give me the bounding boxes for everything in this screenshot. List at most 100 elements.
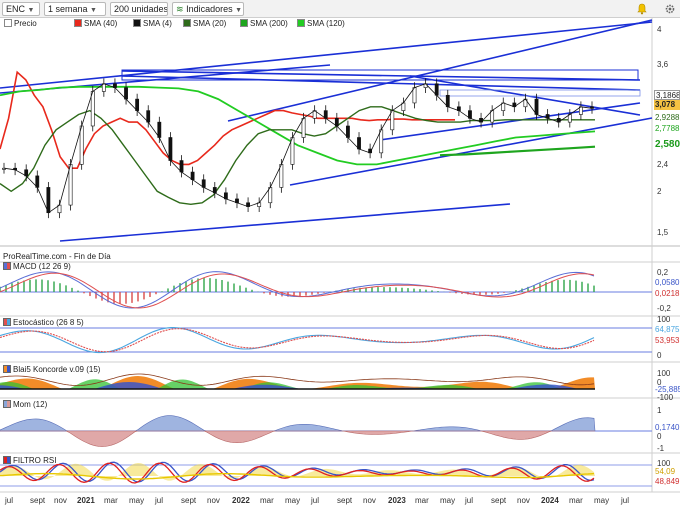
legend-swatch bbox=[74, 19, 82, 27]
koncorde-brown-line bbox=[0, 373, 595, 386]
x-tick-label: may bbox=[594, 496, 610, 505]
candle-body bbox=[168, 137, 173, 161]
legend-swatch bbox=[4, 19, 12, 27]
price-tag-high: 3,1868 bbox=[654, 90, 680, 100]
resistance-box-2 bbox=[439, 89, 641, 97]
x-tick-label: jul bbox=[5, 496, 14, 505]
koncorde-tag: -25,885 bbox=[655, 385, 680, 394]
legend-item[interactable]: SMA (20) bbox=[183, 19, 226, 29]
rsi-axis-top: 100 bbox=[657, 459, 671, 468]
candle-body bbox=[301, 118, 306, 138]
source-note: ProRealTime.com - Fin de Día bbox=[3, 252, 111, 261]
indicators-label: Indicadores bbox=[186, 4, 233, 14]
x-tick-label: mar bbox=[569, 496, 583, 505]
mom-axis-bottom: -1 bbox=[657, 444, 665, 453]
x-tick-label: sept bbox=[337, 496, 353, 505]
stoch-label: Estocástico (26 8 5) bbox=[3, 318, 84, 328]
macd-signal-line bbox=[0, 272, 595, 309]
macd-line bbox=[0, 271, 595, 309]
x-tick-label: mar bbox=[415, 496, 429, 505]
x-tick-label: nov bbox=[363, 496, 376, 505]
x-tick-label: nov bbox=[207, 496, 220, 505]
candle-body bbox=[379, 129, 384, 154]
candle-body bbox=[279, 164, 284, 188]
candle-body bbox=[290, 137, 295, 165]
price-tag-sma120: 2,7788 bbox=[655, 124, 680, 133]
legend-label: SMA (4) bbox=[143, 19, 172, 28]
trendline bbox=[379, 102, 641, 141]
trendline bbox=[121, 75, 641, 91]
y-tick: 4 bbox=[657, 25, 662, 34]
koncorde-blue-area bbox=[0, 382, 595, 389]
rsi-red-line bbox=[0, 462, 595, 484]
toolbar: ENC ▼ 1 semana ▼ 200 unidades ▼ ≋ Indica… bbox=[0, 0, 680, 18]
legend-swatch bbox=[133, 19, 141, 27]
candle-body bbox=[90, 91, 95, 127]
chevron-down-icon: ▼ bbox=[90, 7, 97, 14]
units-label: 200 unidades bbox=[114, 4, 168, 14]
period-selector[interactable]: 1 semana ▼ bbox=[44, 2, 106, 16]
rsi-fill-area bbox=[0, 463, 595, 481]
candle-body bbox=[157, 121, 162, 138]
rsi-tag-1: 54,09 bbox=[655, 467, 676, 476]
legend-item[interactable]: SMA (200) bbox=[240, 19, 288, 29]
symbol-label: ENC bbox=[6, 4, 26, 14]
indicators-button[interactable]: ≋ Indicadores ▼ bbox=[172, 2, 244, 16]
mom-axis-top: 1 bbox=[657, 406, 662, 415]
koncorde-swatch bbox=[3, 365, 11, 373]
rsi-label: FILTRO RSI bbox=[3, 456, 56, 466]
sma200-line bbox=[439, 145, 596, 157]
x-tick-label: mar bbox=[104, 496, 118, 505]
candle-body bbox=[434, 83, 439, 96]
x-tick-label: jul bbox=[621, 496, 630, 505]
price-tag-sma200: 2,580 bbox=[655, 140, 680, 150]
stoch-d-line bbox=[0, 328, 595, 353]
macd-label: MACD (12 26 9) bbox=[3, 262, 71, 272]
koncorde-label: Blai5 Koncorde v.09 (15) bbox=[3, 365, 100, 375]
indicators-icon: ≋ bbox=[176, 4, 184, 14]
trendline bbox=[59, 203, 511, 242]
macd-axis-bottom: -0,2 bbox=[657, 304, 671, 313]
stoch-axis-bottom: 0 bbox=[657, 351, 662, 360]
settings-icon[interactable] bbox=[664, 3, 676, 15]
candle-body bbox=[412, 87, 417, 104]
price-tag-sma20: 2,9288 bbox=[655, 113, 680, 122]
resistance-box bbox=[121, 69, 639, 81]
candle-body bbox=[46, 187, 51, 214]
legend-label: SMA (120) bbox=[307, 19, 345, 28]
legend-item[interactable]: SMA (4) bbox=[133, 19, 172, 29]
stoch-swatch bbox=[3, 318, 11, 326]
units-selector[interactable]: 200 unidades ▼ bbox=[110, 2, 168, 16]
legend-item[interactable]: SMA (40) bbox=[74, 19, 117, 29]
alarm-icon[interactable] bbox=[636, 3, 648, 15]
x-tick-label: sept bbox=[491, 496, 507, 505]
symbol-selector[interactable]: ENC ▼ bbox=[2, 2, 40, 16]
sma40-line bbox=[0, 70, 455, 169]
x-tick-label: nov bbox=[54, 496, 67, 505]
x-tick-label: nov bbox=[517, 496, 530, 505]
trendline bbox=[121, 70, 641, 81]
chevron-down-icon: ▼ bbox=[235, 7, 243, 14]
legend-item[interactable]: SMA (120) bbox=[297, 19, 345, 29]
candle-body bbox=[124, 87, 128, 100]
y-tick: 2 bbox=[657, 187, 662, 196]
price-legend: Precio SMA (40) SMA (4) SMA (20) SMA (200) SM… bbox=[0, 18, 345, 30]
y-tick: 2,4 bbox=[657, 160, 669, 169]
rsi-swatch bbox=[3, 456, 11, 464]
stoch-tag-2: 53,953 bbox=[655, 336, 680, 345]
candle-body bbox=[346, 125, 350, 138]
stoch-tag-1: 64,875 bbox=[655, 325, 680, 334]
x-tick-label: jul bbox=[465, 496, 474, 505]
x-tick-label: 2023 bbox=[388, 496, 406, 505]
x-tick-label: jul bbox=[311, 496, 320, 505]
x-tick-label: 2021 bbox=[77, 496, 95, 505]
trendline bbox=[289, 117, 653, 186]
legend-label: SMA (40) bbox=[84, 19, 118, 28]
candle-body bbox=[268, 187, 273, 204]
trendline bbox=[409, 75, 641, 116]
x-tick-label: mar bbox=[260, 496, 274, 505]
macd-tag-2: 0,0218 bbox=[655, 289, 680, 298]
mom-positive-area bbox=[0, 415, 596, 432]
legend-item[interactable]: Precio bbox=[4, 19, 37, 29]
